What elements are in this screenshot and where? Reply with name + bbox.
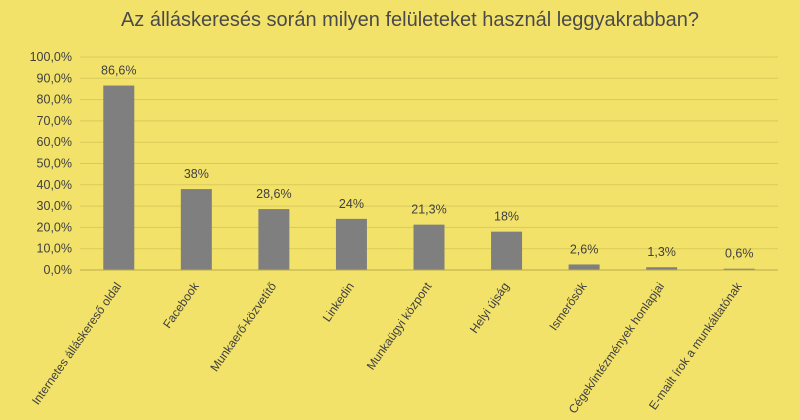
y-tick-label: 70,0% <box>37 114 72 128</box>
data-label: 0,6% <box>725 247 754 261</box>
y-tick-label: 10,0% <box>37 242 72 256</box>
data-labels: 86,6% 38% 28,6% 24% 21,3% 18% 2,6% 1,3% 0,6% <box>101 64 753 261</box>
bar <box>103 85 135 271</box>
chart-title: Az álláskeresés során milyen felületeket… <box>121 9 699 31</box>
bar <box>646 267 678 270</box>
data-label: 1,3% <box>647 245 676 259</box>
bars <box>103 85 755 271</box>
x-tick-label: Munkaügyi központ <box>364 279 435 372</box>
x-tick-label: Ismerősök <box>546 279 590 333</box>
y-tick-label: 60,0% <box>37 135 72 149</box>
data-label: 28,6% <box>256 187 291 201</box>
x-tick-label: Helyi újság <box>467 280 512 336</box>
y-tick-label: 80,0% <box>37 93 72 107</box>
bar <box>335 218 367 270</box>
data-label: 21,3% <box>411 203 446 217</box>
y-tick-label: 90,0% <box>37 71 72 85</box>
data-label: 86,6% <box>101 64 136 78</box>
x-tick-label: Linkedin <box>320 280 357 325</box>
bar <box>413 224 445 270</box>
bar <box>180 189 212 270</box>
bar <box>568 264 600 270</box>
y-axis-ticks: 0,0% 10,0% 20,0% 30,0% 40,0% 50,0% 60,0% 70,0% 8… <box>30 50 72 277</box>
data-label: 2,6% <box>570 242 599 256</box>
y-tick-label: 30,0% <box>37 199 72 213</box>
bar <box>258 209 290 270</box>
bar <box>723 268 755 270</box>
x-tick-label: Facebook <box>160 279 202 331</box>
x-axis-labels: Internetes álláskereső oldal Facebook Munk… <box>29 279 745 416</box>
x-tick-label: Internetes álláskereső oldal <box>29 280 124 408</box>
y-tick-label: 20,0% <box>37 220 72 234</box>
y-tick-label: 0,0% <box>44 263 73 277</box>
y-tick-label: 100,0% <box>30 50 72 64</box>
bar <box>491 231 523 270</box>
data-label: 18% <box>494 210 519 224</box>
y-tick-label: 40,0% <box>37 178 72 192</box>
y-tick-label: 50,0% <box>37 157 72 171</box>
x-tick-label: Munkaerő-közvetítő <box>207 279 279 374</box>
data-label: 38% <box>184 167 209 181</box>
data-label: 24% <box>339 197 364 211</box>
x-tick-label: E-mailt írok a munkáltatónak <box>646 279 745 412</box>
